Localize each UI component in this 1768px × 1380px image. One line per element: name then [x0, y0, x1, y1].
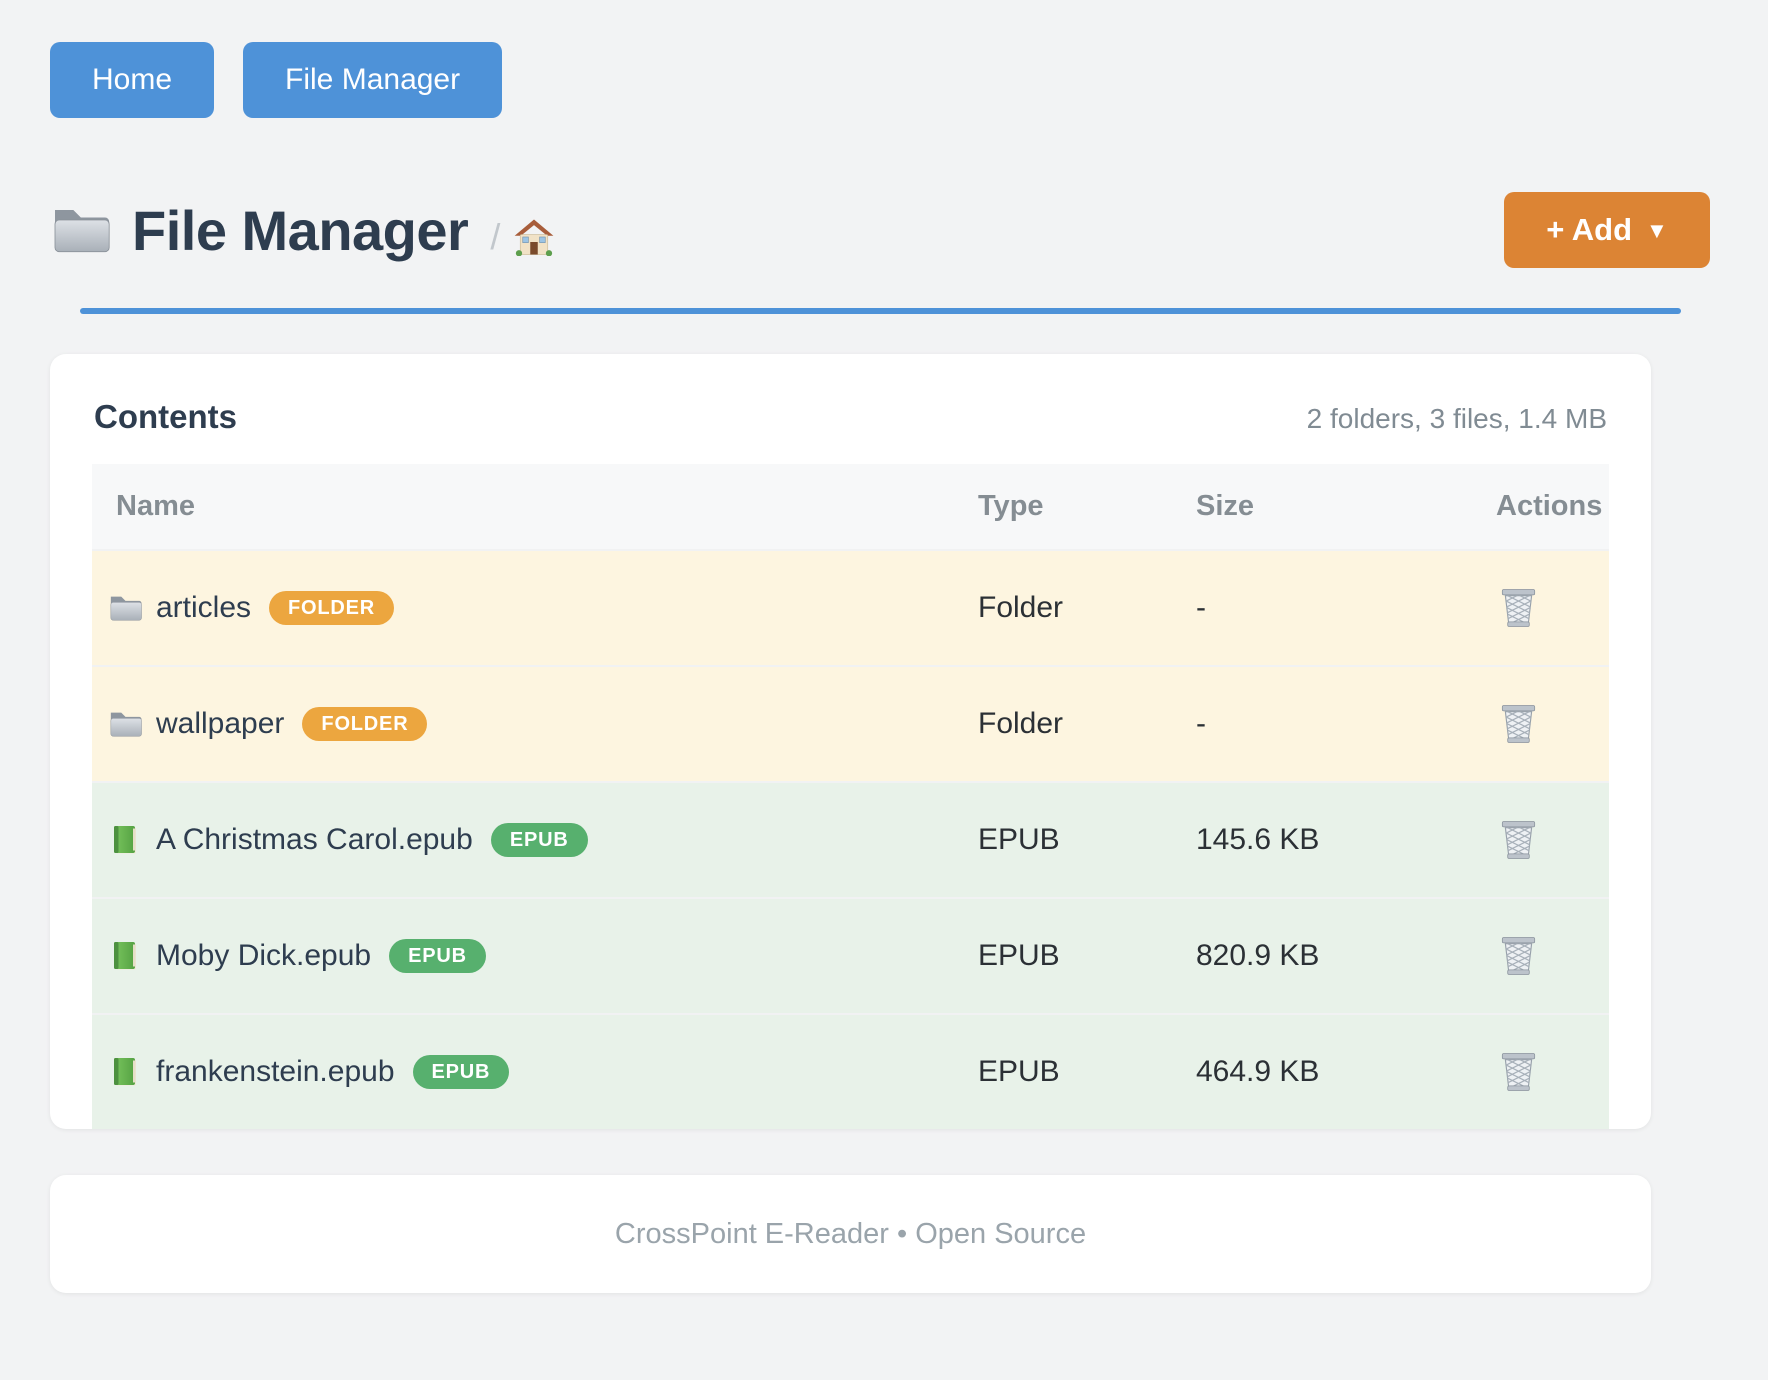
- size-cell: -: [1196, 707, 1206, 740]
- table-row: articles FOLDER Folder -: [92, 549, 1609, 665]
- footer-text: CrossPoint E-Reader • Open Source: [614, 1217, 1087, 1250]
- page-title: File Manager: [132, 198, 469, 262]
- column-header-type: Type: [978, 490, 1044, 522]
- file-link[interactable]: A Christmas Carol.epub: [156, 823, 473, 856]
- file-manager-button[interactable]: File Manager: [243, 42, 503, 118]
- file-table: Name Type Size Actions articles FOLDER F…: [92, 464, 1609, 1129]
- type-badge: FOLDER: [269, 591, 395, 625]
- card-header: Contents 2 folders, 3 files, 1.4 MB: [50, 354, 1651, 464]
- page-header: File Manager / + Add ▼: [50, 192, 1710, 268]
- type-badge: EPUB: [412, 1055, 510, 1089]
- size-cell: -: [1196, 591, 1206, 624]
- type-badge: EPUB: [389, 939, 486, 973]
- add-button-label: + Add: [1546, 212, 1633, 247]
- delete-button[interactable]: [1496, 1047, 1541, 1097]
- home-button[interactable]: Home: [50, 42, 215, 118]
- file-link[interactable]: frankenstein.epub: [156, 1055, 395, 1088]
- trash-icon: [1500, 703, 1537, 745]
- contents-summary: 2 folders, 3 files, 1.4 MB: [1306, 403, 1607, 434]
- table-row: frankenstein.epub EPUB EPUB 464.9 KB: [92, 1013, 1609, 1129]
- delete-button[interactable]: [1496, 583, 1541, 633]
- book-icon: [108, 940, 142, 972]
- trash-icon: [1500, 1051, 1537, 1093]
- folder-icon: [108, 708, 142, 740]
- type-cell: EPUB: [978, 823, 1060, 856]
- trash-icon: [1500, 935, 1537, 977]
- table-row: A Christmas Carol.epub EPUB EPUB 145.6 K…: [92, 781, 1609, 897]
- card-title: Contents: [94, 398, 237, 435]
- book-icon: [108, 824, 142, 856]
- delete-button[interactable]: [1496, 931, 1541, 981]
- folder-icon: [50, 203, 110, 257]
- type-cell: Folder: [978, 707, 1064, 740]
- size-cell: 820.9 KB: [1196, 939, 1320, 972]
- type-cell: EPUB: [978, 939, 1060, 972]
- top-nav: Home File Manager: [50, 42, 1710, 118]
- delete-button[interactable]: [1496, 699, 1541, 749]
- column-header-actions: Actions: [1496, 490, 1603, 522]
- table-row: Moby Dick.epub EPUB EPUB 820.9 KB: [92, 897, 1609, 1013]
- trash-icon: [1500, 819, 1537, 861]
- column-header-name: Name: [116, 490, 195, 522]
- type-cell: Folder: [978, 591, 1064, 624]
- type-cell: EPUB: [978, 1055, 1060, 1088]
- title-group: File Manager /: [50, 198, 554, 263]
- column-header-size: Size: [1196, 490, 1255, 522]
- folder-icon: [108, 592, 142, 624]
- breadcrumb-separator: /: [490, 216, 501, 257]
- contents-card: Contents 2 folders, 3 files, 1.4 MB Name…: [50, 354, 1651, 1129]
- table-row: wallpaper FOLDER Folder -: [92, 665, 1609, 781]
- size-cell: 145.6 KB: [1196, 823, 1320, 856]
- book-icon: [108, 1056, 142, 1088]
- house-icon[interactable]: [514, 218, 554, 256]
- table-header-row: Name Type Size Actions: [92, 464, 1609, 549]
- folder-link[interactable]: articles: [156, 591, 252, 624]
- trash-icon: [1500, 587, 1537, 629]
- type-badge: FOLDER: [302, 707, 428, 741]
- caret-down-icon: ▼: [1646, 218, 1668, 243]
- size-cell: 464.9 KB: [1196, 1055, 1320, 1088]
- title-divider: [79, 308, 1681, 314]
- add-button[interactable]: + Add ▼: [1504, 192, 1710, 268]
- table-body: articles FOLDER Folder - wallpaper FOLDE…: [92, 549, 1609, 1129]
- folder-link[interactable]: wallpaper: [156, 707, 285, 740]
- footer: CrossPoint E-Reader • Open Source: [50, 1175, 1651, 1293]
- breadcrumb: /: [490, 216, 554, 258]
- type-badge: EPUB: [490, 823, 588, 857]
- delete-button[interactable]: [1496, 815, 1541, 865]
- file-link[interactable]: Moby Dick.epub: [156, 939, 372, 972]
